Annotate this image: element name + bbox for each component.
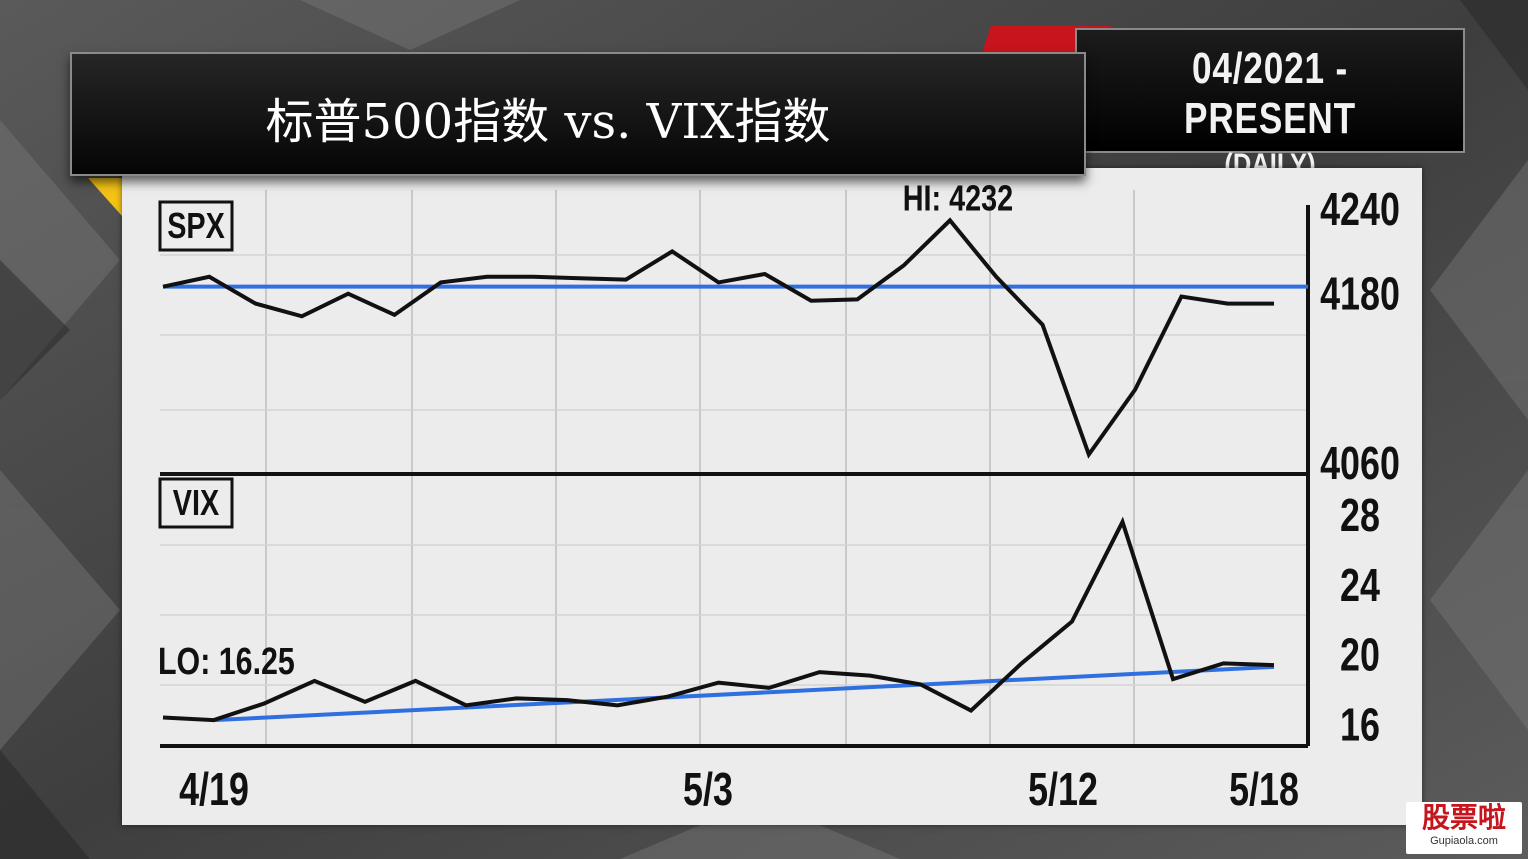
vix-label-box xyxy=(158,477,234,529)
spx-y-tick-label: 4240 xyxy=(1320,184,1400,235)
spx-y-tick-label: 4060 xyxy=(1320,438,1400,489)
title-bar: 标普500指数 vs. VIX指数 xyxy=(70,52,1086,176)
chart-title: 标普500指数 vs. VIX指数 xyxy=(265,94,831,150)
spx-label-box xyxy=(158,200,234,252)
vix-y-tick-label: 24 xyxy=(1340,560,1380,611)
x-tick-label: 4/19 xyxy=(179,764,249,815)
yellow-accent-triangle xyxy=(88,178,122,216)
vix-low-annotation: LO: 16.25 xyxy=(158,641,295,683)
date-range-label: 04/2021 - PRESENT xyxy=(1184,44,1356,143)
vix-label: VIX xyxy=(173,482,220,523)
vix-series-line xyxy=(162,516,1275,723)
spx-high-annotation: HI: 4232 xyxy=(903,177,1013,218)
spx-label: SPX xyxy=(167,205,225,246)
watermark-logo: 股票啦 Gupiaola.com xyxy=(1406,802,1522,854)
x-tick-label: 5/12 xyxy=(1028,764,1098,815)
vix-y-tick-label: 28 xyxy=(1340,490,1380,541)
date-range-box: 04/2021 - PRESENT (DAILY) xyxy=(1075,28,1465,181)
spx-series-line xyxy=(162,217,1274,459)
x-tick-label: 5/18 xyxy=(1229,764,1299,815)
vix-y-tick-label: 16 xyxy=(1340,699,1380,750)
x-tick-label: 5/3 xyxy=(683,764,733,815)
vix-y-tick-label: 20 xyxy=(1340,629,1380,680)
spx-y-tick-label: 4180 xyxy=(1320,268,1400,319)
vix-trend-line xyxy=(213,664,1275,723)
